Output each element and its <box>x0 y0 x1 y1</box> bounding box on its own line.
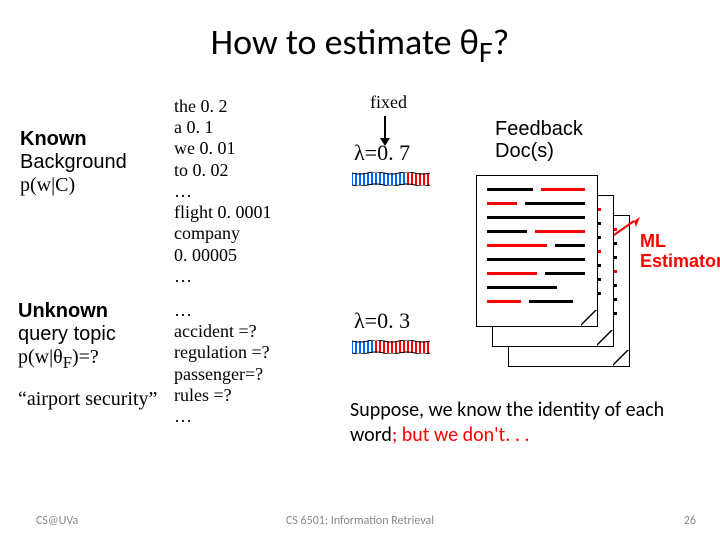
arrow-down-icon <box>384 116 386 138</box>
unknown-l3: p(w|θF)=? <box>18 346 99 368</box>
footer-right: 26 <box>684 514 696 528</box>
known-l2: Background <box>20 151 127 173</box>
word-item: … <box>174 266 272 287</box>
word-item: passenger=? <box>174 364 270 385</box>
word-item: a 0. 1 <box>174 117 272 138</box>
slide-title: How to estimate θF? <box>0 20 720 71</box>
ml-estimator-label: ML Estimator <box>640 232 720 272</box>
fixed-label: fixed <box>370 92 407 113</box>
footer-center: CS 6501: Information Retrieval <box>0 514 720 528</box>
unknown-topic-label: Unknown query topic p(w|θF)=? <box>18 300 116 372</box>
feedback-l1: Feedback <box>495 118 583 140</box>
word-item: company <box>174 223 272 244</box>
known-word-list: the 0. 2a 0. 1we 0. 01to 0. 02…flight 0.… <box>174 96 272 287</box>
word-item: … <box>174 406 270 427</box>
known-l1: Known <box>20 128 87 150</box>
word-item: accident =? <box>174 321 270 342</box>
word-item: regulation =? <box>174 342 270 363</box>
word-item: rules =? <box>174 385 270 406</box>
feedback-l2: Doc(s) <box>495 140 554 162</box>
arrow-to-ml-icon <box>612 215 642 239</box>
unknown-l2: query topic <box>18 323 116 345</box>
lambda-07-label: λ=0. 7 <box>354 140 410 166</box>
river-top <box>352 172 430 186</box>
doc-page <box>476 175 598 327</box>
known-background-label: Known Background p(w|C) <box>20 128 127 197</box>
word-item: … <box>174 181 272 202</box>
word-item: to 0. 02 <box>174 160 272 181</box>
word-item: the 0. 2 <box>174 96 272 117</box>
ml-l1: ML <box>640 231 666 251</box>
lambda-03-label: λ=0. 3 <box>354 308 410 334</box>
suppose-text: Suppose, we know the identity of each wo… <box>350 398 700 448</box>
ml-l2: Estimator <box>640 251 720 271</box>
word-item: flight 0. 0001 <box>174 202 272 223</box>
word-item: 0. 00005 <box>174 245 272 266</box>
feedback-doc-stack <box>476 175 631 370</box>
feedback-docs-label: Feedback Doc(s) <box>495 118 583 162</box>
word-item: … <box>174 300 270 321</box>
unknown-word-list: …accident =?regulation =?passenger=?rule… <box>174 300 270 427</box>
word-item: we 0. 01 <box>174 138 272 159</box>
airport-security-label: “airport security” <box>18 388 157 411</box>
unknown-l1: Unknown <box>18 300 108 322</box>
river-bottom <box>352 340 430 354</box>
known-l3: p(w|C) <box>20 174 75 196</box>
